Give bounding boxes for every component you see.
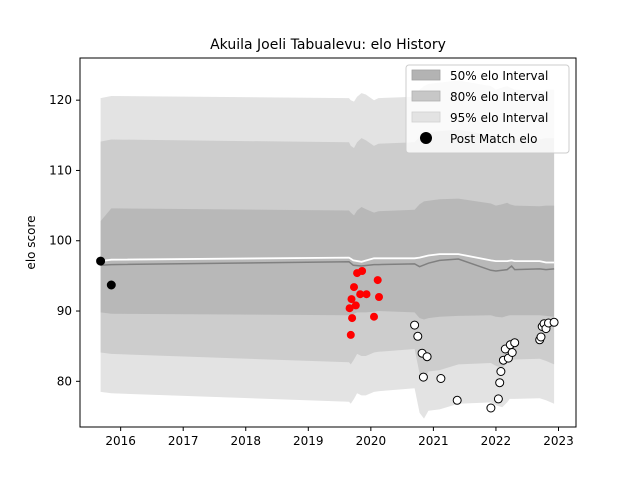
legend-label-95: 95% elo Interval <box>450 111 548 125</box>
x-tick-label: 2019 <box>293 434 324 448</box>
x-tick-label: 2023 <box>543 434 574 448</box>
x-tick-label: 2016 <box>105 434 136 448</box>
legend: 50% elo Interval 80% elo Interval 95% el… <box>405 64 570 154</box>
post-match-point-red <box>351 301 360 310</box>
post-match-point-red <box>347 295 356 304</box>
post-match-point-red <box>358 267 367 275</box>
post-match-point-black <box>96 256 106 266</box>
post-match-point-white <box>410 320 420 330</box>
x-tick-label: 2022 <box>481 434 512 448</box>
post-match-point-red <box>345 304 354 313</box>
y-tick-label: 80 <box>57 374 72 388</box>
post-match-point-red <box>350 283 358 292</box>
post-match-point-white <box>549 317 559 327</box>
y-axis-label: elo score <box>24 215 38 269</box>
band-50 <box>100 198 555 320</box>
mean-elo-line <box>100 253 555 264</box>
post-match-point-red <box>362 290 371 299</box>
x-axis: 2016 2017 2018 2019 2020 2021 2022 2023 <box>105 427 574 448</box>
chart-title: Akuila Joeli Tabualevu: elo History <box>210 37 446 53</box>
post-match-point-red <box>370 312 378 321</box>
legend-swatch-80 <box>411 90 441 102</box>
plot-area <box>96 80 559 419</box>
post-match-point-white <box>452 395 462 405</box>
y-tick-label: 100 <box>49 234 72 248</box>
post-match-point-white <box>486 403 496 413</box>
legend-marker-post-match <box>420 132 432 144</box>
post-match-point-white <box>436 374 446 383</box>
post-match-point-white <box>422 352 432 362</box>
legend-label-50: 50% elo Interval <box>450 69 548 83</box>
axes-frame <box>79 57 577 428</box>
post-match-point-red <box>375 293 383 301</box>
post-match-point-black <box>106 280 116 290</box>
post-match-point-white <box>496 367 506 376</box>
x-tick-label: 2021 <box>418 434 449 448</box>
y-tick-label: 90 <box>57 304 72 318</box>
post-match-point-white <box>418 372 428 382</box>
x-tick-label: 2020 <box>356 434 387 448</box>
post-match-point-white <box>510 338 520 348</box>
post-match-point-white <box>493 394 503 404</box>
post-match-point-red <box>356 290 365 299</box>
post-match-point-white <box>536 332 546 342</box>
legend-box <box>405 64 570 154</box>
post-match-point-red <box>346 330 355 339</box>
post-match-point-white <box>495 378 505 388</box>
post-match-point-red <box>373 276 382 285</box>
x-tick-label: 2018 <box>230 434 261 448</box>
median-elo-line <box>100 258 555 272</box>
legend-label-post-match: Post Match elo <box>450 132 537 146</box>
legend-label-80: 80% elo Interval <box>450 90 548 104</box>
y-axis: 80 90 100 110 120 <box>49 93 80 388</box>
post-match-point-white <box>507 348 517 357</box>
legend-swatch-50 <box>411 69 441 81</box>
post-match-point-red <box>348 314 357 323</box>
legend-swatch-95 <box>411 111 441 123</box>
y-tick-label: 120 <box>49 93 72 107</box>
y-tick-label: 110 <box>49 163 72 177</box>
post-match-point-white <box>413 331 423 341</box>
x-tick-label: 2017 <box>168 434 199 448</box>
